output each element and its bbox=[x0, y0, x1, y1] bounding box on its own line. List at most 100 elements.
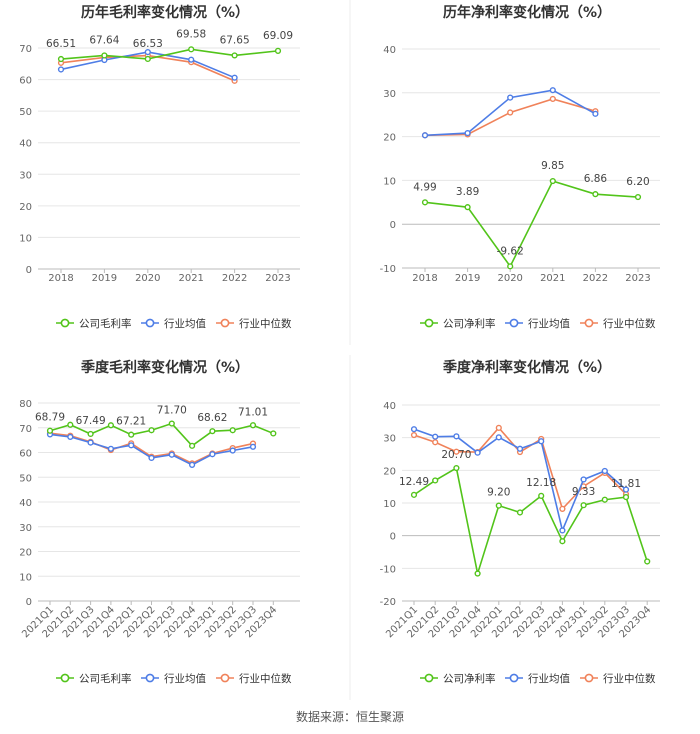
legend-marker-icon bbox=[145, 318, 155, 328]
legend-label: 行业均值 bbox=[528, 317, 570, 330]
data-point bbox=[148, 454, 155, 462]
legend-item: 行业中位数 bbox=[216, 317, 292, 330]
data-label: 3.89 bbox=[456, 186, 479, 198]
legend-marker-icon bbox=[424, 673, 434, 683]
chart-panel-3: 季度毛利率变化情况（%）010203040506070802021Q12021Q… bbox=[19, 359, 300, 685]
data-point bbox=[168, 420, 175, 427]
legend-item: 行业均值 bbox=[141, 672, 206, 685]
legend-item: 行业中位数 bbox=[216, 672, 292, 685]
data-point bbox=[87, 430, 94, 438]
y-tick-label: 0 bbox=[26, 265, 32, 276]
legend-marker-icon bbox=[509, 318, 519, 328]
y-tick-label: -10 bbox=[380, 564, 396, 575]
y-tick-label: 30 bbox=[19, 170, 32, 181]
data-point bbox=[622, 486, 630, 493]
legend-marker-icon bbox=[509, 673, 519, 683]
data-label: 9.20 bbox=[487, 487, 510, 499]
legend-marker-icon bbox=[220, 673, 230, 683]
data-point bbox=[144, 49, 151, 56]
data-point bbox=[495, 434, 502, 441]
y-tick-label: 40 bbox=[19, 139, 32, 150]
x-tick-label: 2023 bbox=[265, 273, 290, 284]
legend-item: 行业中位数 bbox=[580, 317, 656, 330]
data-point bbox=[549, 177, 556, 185]
data-point bbox=[410, 426, 418, 433]
y-tick-label: 20 bbox=[19, 548, 32, 559]
chart-title: 季度毛利率变化情况（%） bbox=[80, 359, 249, 376]
data-point bbox=[209, 428, 216, 435]
chart-title: 历年毛利率变化情况（%） bbox=[81, 4, 249, 21]
data-point bbox=[229, 447, 236, 454]
y-tick-label: 20 bbox=[383, 466, 396, 477]
data-point bbox=[516, 445, 524, 452]
series-line-公司净利率 bbox=[424, 180, 639, 268]
y-tick-label: 10 bbox=[19, 233, 32, 244]
data-point bbox=[231, 74, 238, 81]
data-label: 67.64 bbox=[89, 34, 119, 46]
data-point bbox=[644, 558, 651, 565]
data-point bbox=[507, 263, 514, 270]
data-point bbox=[231, 52, 238, 59]
data-point bbox=[507, 109, 514, 116]
data-point bbox=[410, 491, 418, 498]
series-line-公司毛利率 bbox=[60, 48, 279, 60]
x-tick-label: 2020 bbox=[135, 273, 160, 284]
data-point bbox=[410, 431, 418, 439]
data-label: 71.70 bbox=[157, 405, 187, 417]
data-point bbox=[67, 421, 74, 428]
data-point bbox=[432, 477, 439, 484]
legend-label: 行业均值 bbox=[164, 317, 206, 330]
y-tick-label: 70 bbox=[19, 424, 32, 435]
y-tick-label: 10 bbox=[383, 499, 396, 510]
legend-label: 公司毛利率 bbox=[79, 317, 132, 330]
x-tick-label: 2022 bbox=[222, 273, 247, 284]
data-label: 12.49 bbox=[399, 476, 429, 488]
y-tick-label: 30 bbox=[383, 434, 396, 445]
data-point bbox=[188, 46, 195, 53]
y-tick-label: 30 bbox=[383, 89, 396, 100]
data-point bbox=[209, 451, 216, 458]
chart-legend: 公司净利率 行业均值 行业中位数 bbox=[420, 317, 656, 330]
data-point bbox=[592, 191, 599, 198]
chart-panel-2: 历年净利率变化情况（%） -10 0 10 20 30 40 2018 2019 2020 2021… bbox=[380, 4, 660, 330]
y-tick-label: 30 bbox=[19, 523, 32, 534]
y-tick-label: 60 bbox=[19, 449, 32, 460]
data-point bbox=[464, 129, 471, 137]
x-tick-label: 2023 bbox=[625, 273, 650, 284]
data-point bbox=[453, 464, 460, 472]
x-tick-label: 2022 bbox=[583, 273, 608, 284]
legend-item: 公司毛利率 bbox=[56, 672, 132, 685]
data-point bbox=[634, 193, 642, 201]
chart-legend: 公司毛利率 行业均值 行业中位数 bbox=[56, 317, 292, 330]
legend-marker-icon bbox=[60, 673, 70, 683]
x-tick-label: 2021 bbox=[178, 273, 203, 284]
y-tick-label: 50 bbox=[19, 107, 32, 118]
data-label: 20.70 bbox=[441, 449, 471, 461]
data-point bbox=[559, 538, 566, 545]
y-tick-label: 80 bbox=[19, 399, 32, 410]
chart-title: 历年净利率变化情况（%） bbox=[443, 4, 611, 21]
legend-marker-icon bbox=[220, 318, 230, 328]
legend-label: 公司净利率 bbox=[443, 317, 496, 330]
legend-item: 行业中位数 bbox=[580, 672, 656, 685]
series-line-公司毛利率 bbox=[49, 422, 274, 447]
data-point bbox=[495, 502, 502, 509]
data-label: 69.58 bbox=[176, 28, 206, 40]
legend-label: 行业均值 bbox=[164, 672, 206, 685]
chart-legend: 公司净利率 行业均值 行业中位数 bbox=[420, 672, 656, 685]
data-label: 66.51 bbox=[46, 38, 76, 50]
data-point bbox=[148, 427, 155, 434]
legend-item: 公司净利率 bbox=[420, 317, 496, 330]
data-point bbox=[622, 493, 630, 501]
legend-item: 行业均值 bbox=[505, 317, 570, 330]
legend-label: 公司净利率 bbox=[443, 672, 496, 685]
legend-item: 公司净利率 bbox=[420, 672, 496, 685]
data-label: 9.85 bbox=[541, 160, 564, 172]
data-point bbox=[432, 439, 439, 446]
legend-marker-icon bbox=[145, 673, 155, 683]
y-tick-label: 20 bbox=[383, 133, 396, 144]
y-tick-label: 0 bbox=[390, 532, 396, 543]
data-label: -9.62 bbox=[497, 245, 524, 257]
data-point bbox=[57, 66, 65, 73]
